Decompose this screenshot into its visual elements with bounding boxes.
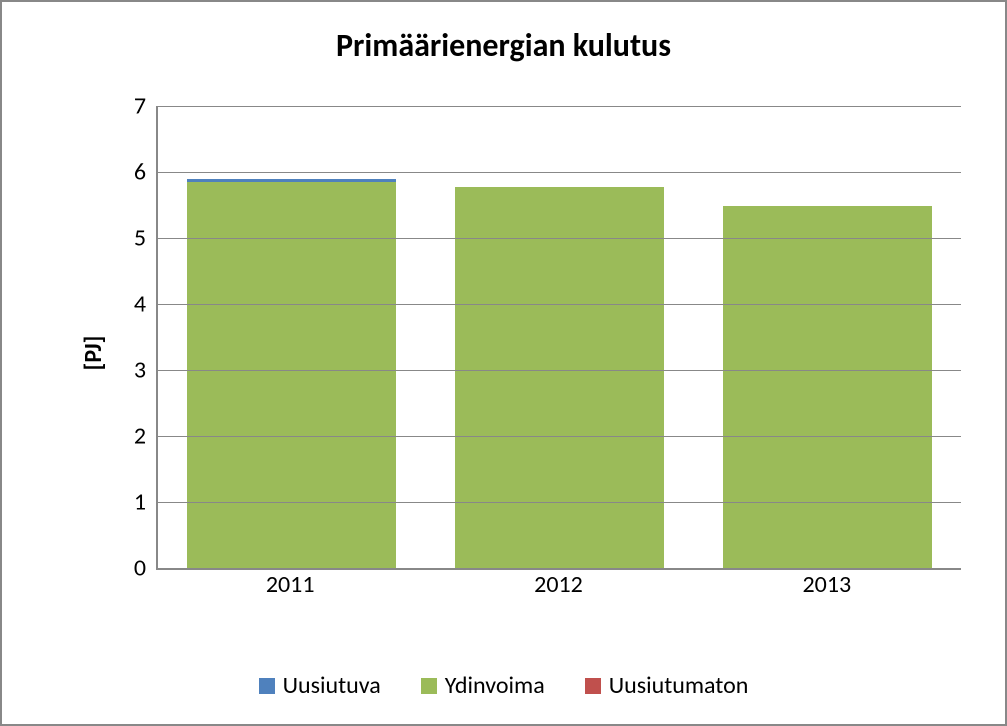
x-tick-label: 2011 — [186, 570, 395, 600]
y-tick-label: 5 — [134, 224, 146, 253]
y-tick-label: 1 — [134, 488, 146, 517]
gridline — [158, 172, 961, 173]
legend: Uusiutuva Ydinvoima Uusiutumaton — [6, 671, 1001, 700]
gridline — [158, 238, 961, 239]
legend-label: Uusiutuva — [283, 671, 381, 700]
y-tick-label: 7 — [134, 92, 146, 121]
y-axis-label: [PJ] — [79, 336, 108, 371]
gridline — [158, 370, 961, 371]
x-axis-labels: 2011 2012 2013 — [156, 570, 961, 600]
gridline — [158, 502, 961, 503]
legend-item: Uusiutumaton — [585, 671, 749, 700]
bars-row — [158, 106, 961, 568]
y-tick-label: 4 — [134, 290, 146, 319]
bar-segment — [455, 187, 664, 568]
chart-inner: Primäärienergian kulutus [PJ] 01234567 2… — [6, 6, 1001, 720]
chart-title: Primäärienergian kulutus — [6, 6, 1001, 75]
legend-swatch — [585, 678, 601, 694]
x-tick-label: 2012 — [454, 570, 663, 600]
legend-item: Ydinvoima — [421, 671, 545, 700]
legend-label: Uusiutumaton — [609, 671, 749, 700]
chart-container: Primäärienergian kulutus [PJ] 01234567 2… — [0, 0, 1007, 726]
gridline — [158, 436, 961, 437]
x-tick-label: 2013 — [722, 570, 931, 600]
y-tick-label: 2 — [134, 422, 146, 451]
bar-group — [455, 106, 664, 568]
bar-segment — [723, 206, 932, 568]
bar-group — [723, 106, 932, 568]
plot-wrapper: [PJ] 01234567 201120122013 — [66, 106, 961, 600]
y-tick-label: 6 — [134, 158, 146, 187]
gridline — [158, 106, 961, 107]
plot-area: 01234567 — [156, 106, 961, 570]
y-tick-label: 3 — [134, 356, 146, 385]
legend-swatch — [421, 678, 437, 694]
legend-swatch — [259, 678, 275, 694]
y-tick-label: 0 — [134, 554, 146, 583]
bar-group — [187, 106, 396, 568]
gridline — [158, 304, 961, 305]
legend-label: Ydinvoima — [445, 671, 545, 700]
legend-item: Uusiutuva — [259, 671, 381, 700]
bar-segment — [187, 182, 396, 568]
